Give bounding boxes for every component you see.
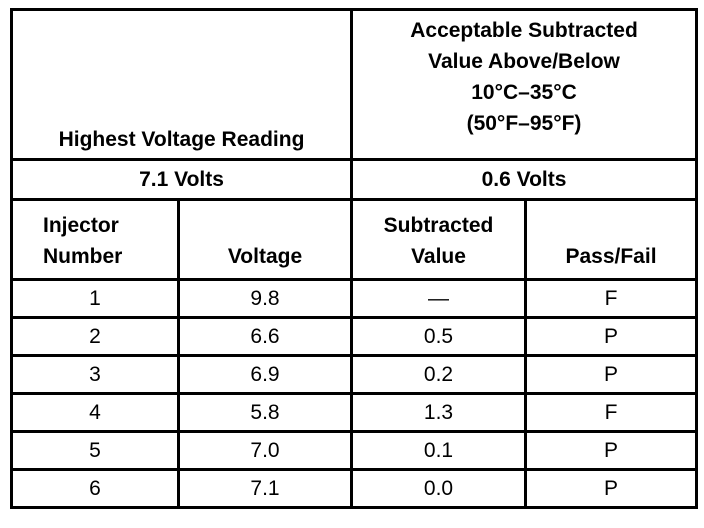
data-cell: 6 — [10, 468, 180, 509]
data-cell: 5.8 — [177, 392, 353, 433]
data-cell: 5 — [10, 430, 180, 471]
column-header-line: Value — [411, 245, 466, 268]
data-cell: 6.9 — [177, 354, 353, 395]
header-row: Highest Voltage Reading Acceptable Subtr… — [10, 8, 699, 161]
data-cell: 9.8 — [177, 278, 353, 319]
data-row: 4 5.8 1.3 F — [10, 392, 699, 433]
data-cell: 1 — [10, 278, 180, 319]
data-cell: — — [350, 278, 527, 319]
header-line: 10°C–35°C — [471, 81, 577, 104]
data-row: 1 9.8— F — [10, 278, 699, 319]
data-cell: 0.0 — [350, 468, 527, 509]
data-cell: F — [523, 392, 699, 433]
column-header-line: Subtracted — [383, 214, 494, 237]
data-row: 3 6.9 0.2 P — [10, 354, 699, 395]
data-cell: P — [523, 316, 699, 357]
header-line: (50°F–95°F) — [466, 112, 582, 135]
header-line: Value Above/Below — [428, 50, 620, 73]
column-header: Injector Number — [10, 198, 180, 281]
column-header: Voltage — [177, 198, 353, 281]
data-cell: 1.3 — [350, 392, 527, 433]
data-cell: P — [523, 354, 699, 395]
data-cell: 0.2 — [350, 354, 527, 395]
table-body: Highest Voltage Reading Acceptable Subtr… — [10, 8, 699, 509]
data-cell: 4 — [10, 392, 180, 433]
header-text: Highest Voltage Reading — [58, 128, 305, 151]
column-header-line: Voltage — [227, 245, 303, 268]
voltage-table: Highest Voltage Reading Acceptable Subtr… — [10, 8, 699, 509]
data-cell: 7.0 — [177, 430, 353, 471]
header-cell: Highest Voltage Reading — [10, 8, 353, 161]
limit-cell: 0.6 Volts — [349, 158, 699, 201]
header-cell: Acceptable Subtracted Value Above/Below 10… — [349, 8, 699, 161]
data-cell: 0.1 — [350, 430, 527, 471]
column-header-row: Injector Number Voltage Subtracted Value Pass… — [10, 198, 699, 281]
data-cell: P — [523, 468, 699, 509]
limit-cell: 7.1 Volts — [10, 158, 353, 201]
data-cell: 7.1 — [177, 468, 353, 509]
data-cell: 3 — [10, 354, 180, 395]
limits-row: 7.1 Volts 0.6 Volts — [10, 158, 699, 201]
header-line: Acceptable Subtracted — [410, 19, 638, 42]
data-cell: 6.6 — [177, 316, 353, 357]
data-cell: F — [523, 278, 699, 319]
data-row: 5 7.0 0.1 P — [10, 430, 699, 471]
data-cell: 2 — [10, 316, 180, 357]
column-header-line: Pass/Fail — [565, 245, 657, 268]
data-row: 2 6.6 0.5 P — [10, 316, 699, 357]
column-header: Subtracted Value — [350, 198, 527, 281]
data-cell: P — [523, 430, 699, 471]
column-header: Pass/Fail — [523, 198, 699, 281]
column-header-line: Injector — [43, 214, 119, 237]
data-cell: 0.5 — [350, 316, 527, 357]
data-row: 6 7.1 0.0 P — [10, 468, 699, 509]
column-header-line: Number — [43, 245, 123, 268]
